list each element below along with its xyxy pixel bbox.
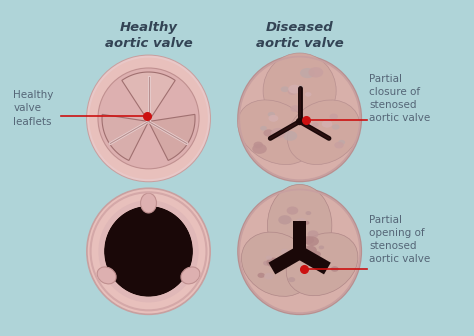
Ellipse shape <box>113 82 184 155</box>
Text: Partial
opening of
stenosed
aortic valve: Partial opening of stenosed aortic valve <box>369 215 430 264</box>
Ellipse shape <box>304 221 310 225</box>
Ellipse shape <box>87 55 210 181</box>
Ellipse shape <box>278 215 292 224</box>
Ellipse shape <box>300 249 310 256</box>
Ellipse shape <box>97 65 201 171</box>
Ellipse shape <box>181 267 200 284</box>
Ellipse shape <box>87 55 210 181</box>
Ellipse shape <box>142 112 155 125</box>
Ellipse shape <box>334 142 344 149</box>
Ellipse shape <box>97 267 116 284</box>
Ellipse shape <box>266 255 272 260</box>
Ellipse shape <box>141 193 156 213</box>
Ellipse shape <box>295 218 307 226</box>
Text: Healthy
valve
leaflets: Healthy valve leaflets <box>13 90 54 127</box>
Ellipse shape <box>241 232 313 296</box>
Ellipse shape <box>317 258 327 265</box>
Ellipse shape <box>300 68 315 78</box>
Ellipse shape <box>263 261 270 266</box>
Ellipse shape <box>126 95 171 142</box>
Ellipse shape <box>303 246 317 255</box>
Ellipse shape <box>116 85 181 152</box>
Ellipse shape <box>305 237 319 246</box>
Text: Diseased
aortic valve: Diseased aortic valve <box>256 21 344 50</box>
Ellipse shape <box>139 109 158 128</box>
Circle shape <box>296 118 303 125</box>
Ellipse shape <box>254 141 263 148</box>
Ellipse shape <box>271 128 285 138</box>
Ellipse shape <box>306 211 311 215</box>
Ellipse shape <box>303 236 314 244</box>
Ellipse shape <box>103 72 194 165</box>
Ellipse shape <box>291 105 300 112</box>
Polygon shape <box>293 220 306 253</box>
Ellipse shape <box>109 79 187 158</box>
Ellipse shape <box>303 251 316 260</box>
Ellipse shape <box>257 273 265 278</box>
Ellipse shape <box>100 69 197 168</box>
Ellipse shape <box>288 85 301 94</box>
Ellipse shape <box>283 131 297 141</box>
Ellipse shape <box>132 102 165 135</box>
Polygon shape <box>296 247 331 275</box>
Ellipse shape <box>331 266 339 272</box>
Ellipse shape <box>281 86 289 92</box>
Ellipse shape <box>312 122 319 127</box>
Ellipse shape <box>267 184 332 266</box>
Ellipse shape <box>268 115 278 122</box>
Ellipse shape <box>264 273 273 280</box>
Ellipse shape <box>284 262 291 267</box>
Ellipse shape <box>319 246 324 249</box>
Ellipse shape <box>98 68 199 169</box>
Ellipse shape <box>93 62 204 175</box>
Ellipse shape <box>288 88 297 95</box>
Ellipse shape <box>238 188 361 314</box>
Ellipse shape <box>332 124 340 130</box>
Polygon shape <box>268 247 303 275</box>
Ellipse shape <box>329 114 338 120</box>
Ellipse shape <box>90 59 207 178</box>
Ellipse shape <box>268 112 275 117</box>
Ellipse shape <box>136 105 162 132</box>
Ellipse shape <box>300 117 312 125</box>
Ellipse shape <box>266 258 280 267</box>
Ellipse shape <box>104 206 193 297</box>
Ellipse shape <box>287 207 298 215</box>
Polygon shape <box>102 114 148 161</box>
Ellipse shape <box>106 75 191 162</box>
Ellipse shape <box>87 188 210 314</box>
Ellipse shape <box>238 100 313 165</box>
Ellipse shape <box>305 92 311 97</box>
Text: Partial
closure of
stenosed
aortic valve: Partial closure of stenosed aortic valve <box>369 74 430 123</box>
Ellipse shape <box>303 122 311 128</box>
Ellipse shape <box>286 233 358 296</box>
Ellipse shape <box>123 92 174 145</box>
Polygon shape <box>148 114 195 161</box>
Ellipse shape <box>281 249 289 254</box>
Text: Healthy
aortic valve: Healthy aortic valve <box>105 21 192 50</box>
Ellipse shape <box>252 144 267 154</box>
Ellipse shape <box>298 85 303 89</box>
Ellipse shape <box>129 98 168 138</box>
Ellipse shape <box>308 230 319 238</box>
Ellipse shape <box>260 126 267 131</box>
Ellipse shape <box>287 100 360 165</box>
Polygon shape <box>122 72 175 122</box>
Polygon shape <box>272 220 328 268</box>
Ellipse shape <box>319 262 326 268</box>
Ellipse shape <box>288 277 295 282</box>
Ellipse shape <box>338 140 345 145</box>
Ellipse shape <box>264 129 274 137</box>
Ellipse shape <box>238 55 361 181</box>
Ellipse shape <box>145 115 152 122</box>
Ellipse shape <box>263 53 336 128</box>
Ellipse shape <box>119 89 178 148</box>
Ellipse shape <box>309 67 323 78</box>
Ellipse shape <box>322 120 332 128</box>
Ellipse shape <box>312 251 321 257</box>
